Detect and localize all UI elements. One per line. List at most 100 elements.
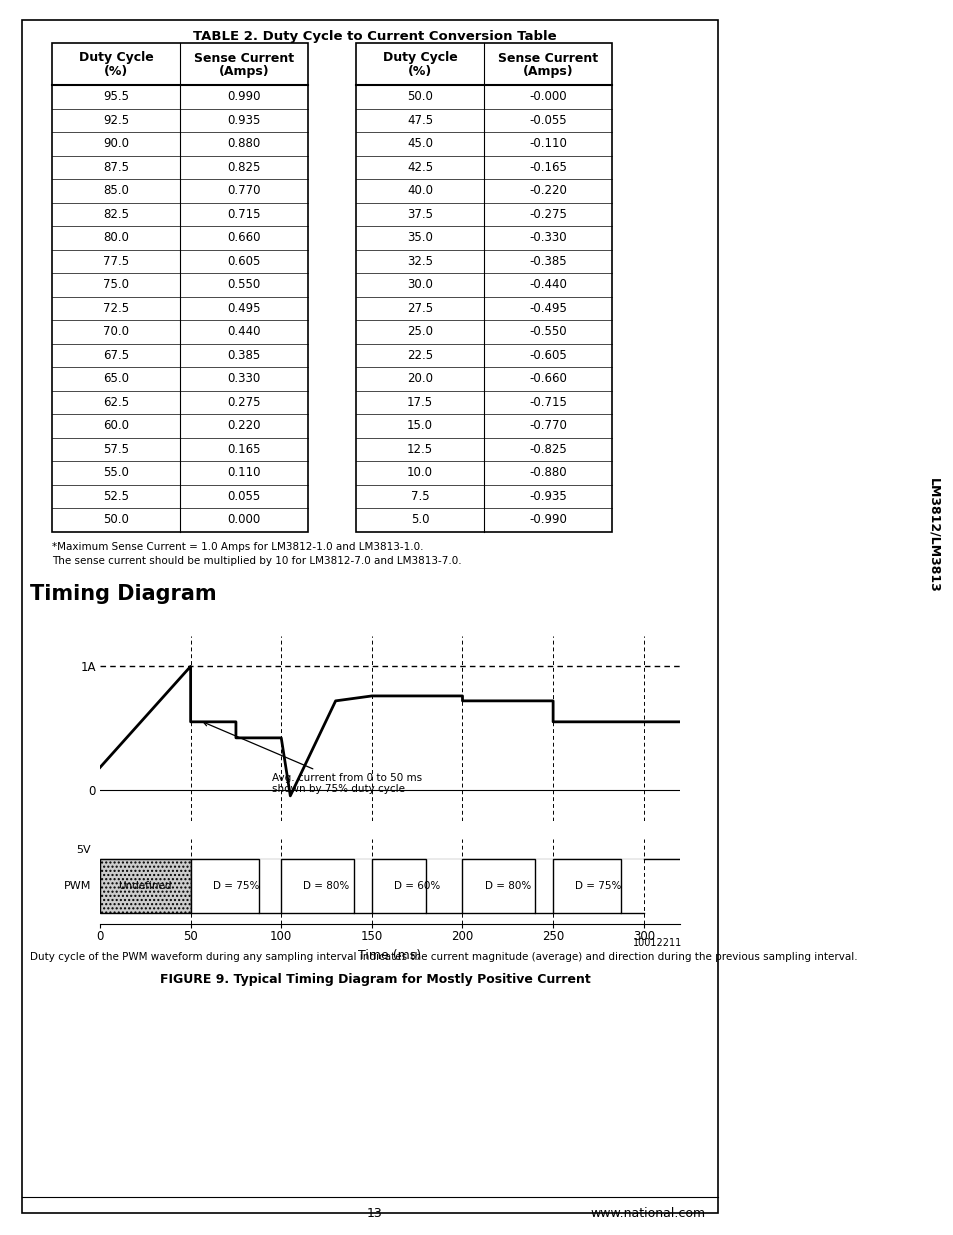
Text: Sense Current: Sense Current [193,52,294,64]
Text: -0.550: -0.550 [529,325,566,338]
Text: Duty Cycle: Duty Cycle [78,52,153,64]
Text: 0.880: 0.880 [227,137,260,151]
Text: 0.055: 0.055 [227,490,260,503]
Text: 92.5: 92.5 [103,114,129,127]
Text: -0.385: -0.385 [529,254,566,268]
Text: 50.0: 50.0 [103,514,129,526]
Bar [191,858,258,914]
Text: 0.825: 0.825 [227,161,260,174]
Text: 5.0: 5.0 [411,514,429,526]
Text: 0.330: 0.330 [227,372,260,385]
Text: -0.825: -0.825 [529,443,566,456]
Text: www.national.com: www.national.com [590,1207,705,1220]
Text: 85.0: 85.0 [103,184,129,198]
Text: 82.5: 82.5 [103,207,129,221]
Text: 0.990: 0.990 [227,90,260,104]
Text: 0.770: 0.770 [227,184,260,198]
Text: 5V: 5V [76,846,91,856]
Text: 15.0: 15.0 [407,419,433,432]
Text: 72.5: 72.5 [103,301,129,315]
Text: 80.0: 80.0 [103,231,129,245]
Text: D = 75%: D = 75% [575,881,621,892]
Text: Duty Cycle: Duty Cycle [382,52,456,64]
Text: 35.0: 35.0 [407,231,433,245]
Text: Sense Current: Sense Current [497,52,598,64]
Text: Timing Diagram: Timing Diagram [30,583,216,604]
Text: 0.660: 0.660 [227,231,260,245]
Text: 0.000: 0.000 [227,514,260,526]
Text: The sense current should be multiplied by 10 for LM3812-7.0 and LM3813-7.0.: The sense current should be multiplied b… [52,556,461,566]
Text: 17.5: 17.5 [407,395,433,409]
Text: D = 75%: D = 75% [213,881,259,892]
Text: 0.440: 0.440 [227,325,260,338]
Text: -0.165: -0.165 [529,161,566,174]
Text: 62.5: 62.5 [103,395,129,409]
Text: -0.330: -0.330 [529,231,566,245]
Text: PWM: PWM [64,881,91,892]
Text: 52.5: 52.5 [103,490,129,503]
Text: D = 80%: D = 80% [484,881,531,892]
Text: -0.990: -0.990 [529,514,566,526]
Text: 50.0: 50.0 [407,90,433,104]
Text: 13: 13 [367,1207,382,1220]
Text: 10.0: 10.0 [407,467,433,479]
Text: -0.495: -0.495 [529,301,566,315]
Text: 75.0: 75.0 [103,278,129,291]
Text: -0.715: -0.715 [529,395,566,409]
Text: -0.000: -0.000 [529,90,566,104]
Text: 0.550: 0.550 [227,278,260,291]
Text: Avg. current from 0 to 50 ms
shown by 75% duty cycle: Avg. current from 0 to 50 ms shown by 75… [203,722,422,794]
Text: 42.5: 42.5 [407,161,433,174]
Text: Duty cycle of the PWM waveform during any sampling interval indicates the curren: Duty cycle of the PWM waveform during an… [30,951,857,962]
Bar [100,858,191,914]
Bar [355,43,612,531]
Text: 12.5: 12.5 [407,443,433,456]
Text: 0.495: 0.495 [227,301,260,315]
Text: 60.0: 60.0 [103,419,129,432]
Text: TABLE 2. Duty Cycle to Current Conversion Table: TABLE 2. Duty Cycle to Current Conversio… [193,30,557,43]
Text: -0.440: -0.440 [529,278,566,291]
Bar [462,858,535,914]
Text: LM3812/LM3813: LM3812/LM3813 [926,478,940,593]
Text: 40.0: 40.0 [407,184,433,198]
Text: 45.0: 45.0 [407,137,433,151]
Text: *Maximum Sense Current = 1.0 Amps for LM3812-1.0 and LM3813-1.0.: *Maximum Sense Current = 1.0 Amps for LM… [52,541,423,552]
Text: 57.5: 57.5 [103,443,129,456]
Text: FIGURE 9. Typical Timing Diagram for Mostly Positive Current: FIGURE 9. Typical Timing Diagram for Mos… [159,973,590,987]
Text: (Amps): (Amps) [522,64,573,78]
Text: 0.220: 0.220 [227,419,260,432]
Text: 22.5: 22.5 [407,348,433,362]
Text: 0.935: 0.935 [227,114,260,127]
Text: 0.110: 0.110 [227,467,260,479]
Text: 32.5: 32.5 [407,254,433,268]
Text: 10012211: 10012211 [632,937,681,947]
Text: D = 80%: D = 80% [303,881,350,892]
Text: 0.605: 0.605 [227,254,260,268]
Text: 70.0: 70.0 [103,325,129,338]
Text: -0.275: -0.275 [529,207,566,221]
Bar [372,858,426,914]
Text: 7.5: 7.5 [410,490,429,503]
Bar [22,20,718,1213]
Text: 27.5: 27.5 [407,301,433,315]
Text: 20.0: 20.0 [407,372,433,385]
Text: -0.660: -0.660 [529,372,566,385]
Text: 47.5: 47.5 [407,114,433,127]
Text: 0.165: 0.165 [227,443,260,456]
Text: 25.0: 25.0 [407,325,433,338]
Text: 0.275: 0.275 [227,395,260,409]
Text: D = 60%: D = 60% [394,881,440,892]
Bar [52,43,308,531]
Text: 90.0: 90.0 [103,137,129,151]
Text: 55.0: 55.0 [103,467,129,479]
Text: 0.715: 0.715 [227,207,260,221]
Text: -0.055: -0.055 [529,114,566,127]
Text: 0.385: 0.385 [227,348,260,362]
Text: 30.0: 30.0 [407,278,433,291]
Bar [281,858,354,914]
Text: -0.605: -0.605 [529,348,566,362]
Text: -0.220: -0.220 [529,184,566,198]
Text: -0.770: -0.770 [529,419,566,432]
Text: (%): (%) [104,64,128,78]
Text: (Amps): (Amps) [218,64,269,78]
